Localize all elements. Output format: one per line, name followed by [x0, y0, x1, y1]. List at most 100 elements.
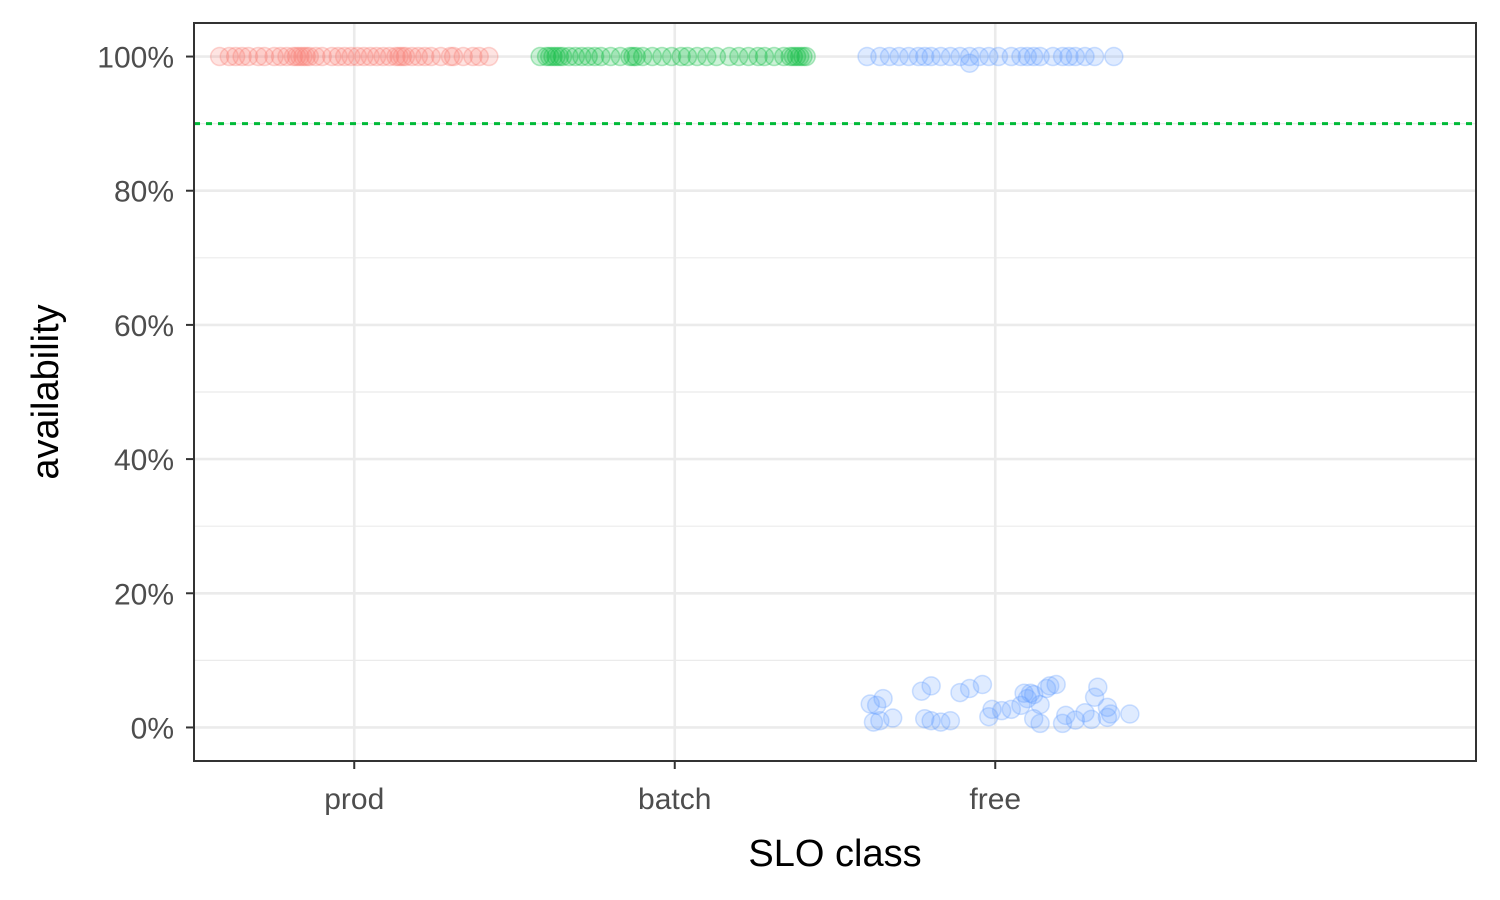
data-point-batch	[543, 46, 563, 67]
y-tick-label: 100%	[97, 42, 174, 75]
data-point-free	[873, 688, 893, 709]
data-point-batch	[565, 46, 586, 67]
data-point-batch	[671, 46, 691, 67]
data-point-free	[1030, 46, 1050, 67]
x-tick-label: batch	[638, 783, 711, 816]
data-point-free	[860, 694, 881, 714]
data-point-free	[1011, 46, 1031, 67]
data-point-batch	[786, 46, 807, 67]
data-point-batch	[642, 46, 663, 67]
data-point-free	[1056, 705, 1076, 726]
data-point-prod	[415, 46, 435, 67]
data-point-free	[1075, 46, 1095, 67]
data-point-prod	[469, 46, 489, 67]
data-point-free	[1084, 687, 1105, 708]
data-point-prod	[386, 46, 406, 67]
data-point-prod	[248, 46, 268, 67]
data-point-prod	[463, 46, 483, 67]
data-point-prod	[254, 46, 275, 67]
data-point-free	[1084, 46, 1105, 67]
data-point-batch	[591, 46, 611, 67]
data-point-batch	[773, 46, 794, 67]
data-point-batch	[764, 46, 784, 67]
data-point-prod	[421, 46, 441, 67]
data-point-free	[940, 710, 961, 731]
data-point-free	[1030, 713, 1050, 734]
data-point-batch	[623, 46, 643, 67]
data-point-free	[1039, 676, 1060, 696]
data-point-batch	[729, 46, 749, 67]
data-point-prod	[290, 46, 310, 67]
data-point-batch	[530, 46, 550, 67]
data-point-free	[1036, 678, 1057, 699]
data-point-free	[1023, 708, 1044, 729]
data-point-prod	[299, 46, 320, 67]
data-point-free	[1120, 704, 1140, 724]
data-point-free	[898, 46, 919, 67]
data-point-prod	[389, 46, 409, 67]
data-point-batch	[584, 46, 605, 67]
data-point-batch	[549, 46, 570, 67]
data-point-free	[882, 708, 903, 728]
data-point-prod	[366, 46, 387, 67]
data-point-free	[1104, 46, 1124, 67]
x-tick-label: prod	[324, 783, 384, 816]
data-point-prod	[312, 46, 332, 67]
data-point-free	[857, 46, 877, 67]
data-point-batch	[632, 46, 653, 67]
data-point-prod	[440, 46, 461, 67]
data-point-free	[959, 46, 980, 67]
data-point-prod	[293, 46, 313, 67]
data-point-free	[866, 695, 887, 716]
data-point-prod	[328, 46, 348, 67]
data-point-free	[1052, 713, 1073, 734]
data-point-free	[1017, 46, 1038, 67]
data-point-prod	[408, 46, 429, 67]
data-point-batch	[572, 46, 592, 67]
data-point-free	[940, 46, 961, 67]
data-point-prod	[232, 46, 252, 67]
data-point-batch	[719, 46, 739, 67]
data-point-free	[1052, 46, 1073, 67]
data-point-free	[1014, 683, 1034, 703]
data-point-prod	[431, 46, 451, 67]
data-point-batch	[600, 46, 621, 67]
data-point-prod	[238, 46, 259, 67]
axis-layer: 0% 20% 40% 60% 80% 100% prod batch free	[97, 42, 1021, 816]
data-point-free	[1001, 46, 1022, 67]
data-point-prod	[347, 46, 368, 67]
data-point-prod	[286, 46, 307, 67]
grid-layer	[194, 23, 1476, 761]
data-point-batch	[738, 46, 759, 67]
data-point-prod	[402, 46, 422, 67]
data-point-prod	[453, 46, 473, 67]
data-point-free	[1100, 704, 1121, 724]
data-point-batch	[677, 46, 698, 67]
data-point-free	[988, 46, 1009, 67]
y-tick-label: 80%	[114, 176, 174, 209]
y-tick-label: 60%	[114, 310, 174, 343]
data-point-free	[931, 712, 951, 732]
data-point-free	[1043, 46, 1063, 67]
data-point-batch	[793, 46, 813, 67]
data-point-free	[969, 46, 989, 67]
data-point-batch	[552, 46, 573, 67]
data-point-free	[1023, 684, 1044, 705]
data-point-free	[1097, 697, 1118, 718]
data-point-free	[979, 706, 999, 727]
data-point-free	[950, 682, 970, 703]
points-layer	[209, 46, 1140, 734]
data-point-prod	[334, 46, 355, 67]
data-point-prod	[395, 46, 416, 67]
data-point-free	[1011, 695, 1031, 716]
data-point-prod	[277, 46, 297, 67]
data-point-free	[1059, 46, 1079, 67]
data-point-batch	[706, 46, 727, 67]
y-tick-label: 20%	[114, 578, 174, 611]
data-point-prod	[392, 46, 413, 67]
data-point-batch	[652, 46, 672, 67]
panel-border	[193, 22, 1477, 762]
data-point-prod	[360, 46, 381, 67]
data-point-free	[870, 46, 890, 67]
data-point-free	[1088, 677, 1108, 697]
